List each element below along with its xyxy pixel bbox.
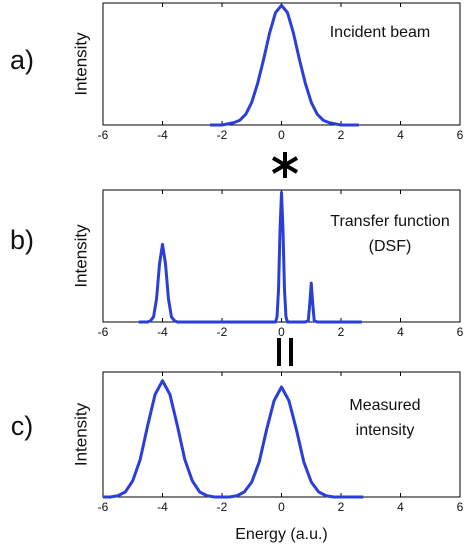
- x-tick-label: 0: [278, 500, 285, 514]
- annotation: Transfer function: [330, 213, 449, 230]
- x-tick-label: 4: [397, 325, 404, 339]
- x-axis-label: Energy (a.u.): [235, 526, 327, 543]
- x-tick-label: -4: [157, 500, 168, 514]
- x-tick-label: 0: [278, 128, 285, 142]
- x-tick-label: 0: [278, 325, 285, 339]
- equals-symbol: [277, 338, 293, 366]
- x-tick-label: 4: [397, 500, 404, 514]
- y-axis-label: Intensity: [71, 224, 90, 288]
- y-axis-label: Intensity: [71, 402, 90, 466]
- x-tick-label: -2: [217, 128, 228, 142]
- panel-label: c): [11, 411, 34, 441]
- data-line: [138, 191, 362, 324]
- x-tick-label: -4: [157, 128, 168, 142]
- x-tick-label: 6: [457, 325, 464, 339]
- x-tick-label: 2: [338, 500, 345, 514]
- data-line: [103, 379, 364, 499]
- x-tick-label: -6: [98, 128, 109, 142]
- annotation: intensity: [356, 422, 415, 439]
- annotation: (DSF): [369, 238, 412, 255]
- x-tick-label: 2: [338, 325, 345, 339]
- plot-frame: [102, 2, 461, 126]
- annotation: Measured: [349, 397, 420, 414]
- panel-label: b): [10, 225, 34, 255]
- convolution-symbol: [271, 152, 299, 178]
- x-tick-label: -4: [157, 325, 168, 339]
- annotation: Incident beam: [330, 24, 431, 41]
- x-tick-label: -2: [217, 500, 228, 514]
- x-tick-label: 6: [457, 500, 464, 514]
- y-axis-label: Intensity: [71, 32, 90, 96]
- data-line: [210, 3, 359, 127]
- x-tick-label: -2: [217, 325, 228, 339]
- x-tick-label: -6: [98, 500, 109, 514]
- x-tick-label: 4: [397, 128, 404, 142]
- panel-label: a): [10, 45, 34, 75]
- x-tick-label: 2: [338, 128, 345, 142]
- x-tick-label: 6: [457, 128, 464, 142]
- x-tick-label: -6: [98, 325, 109, 339]
